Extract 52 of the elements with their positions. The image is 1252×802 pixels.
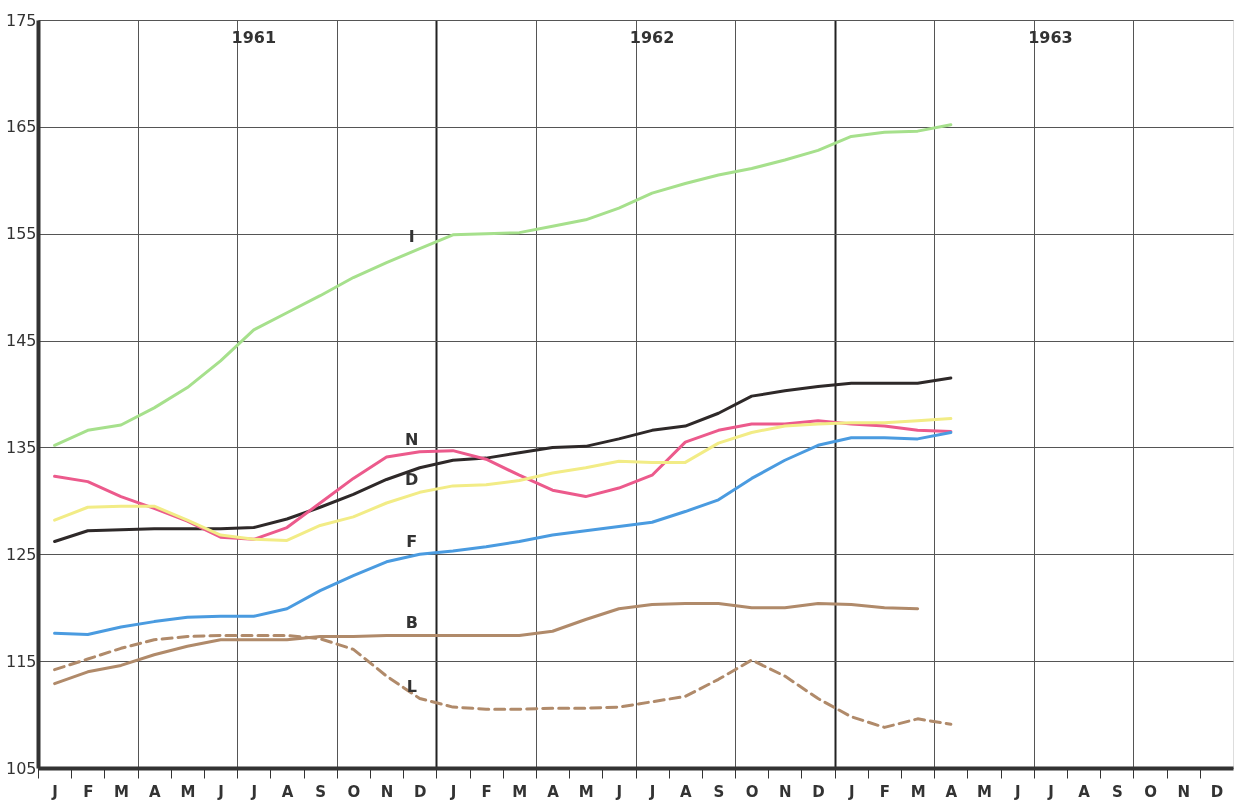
x-tick-label: S <box>315 782 327 801</box>
x-tick-label: A <box>945 782 958 801</box>
x-tick-label: D <box>414 782 427 801</box>
x-tick-label: J <box>615 782 623 801</box>
y-tick-label: 175 <box>5 10 37 30</box>
series-label: N <box>405 429 419 449</box>
x-tick-label: D <box>812 782 825 801</box>
x-tick-label: J <box>51 782 58 801</box>
x-tick-label: N <box>380 782 394 801</box>
y-tick-label: 135 <box>5 437 37 457</box>
line-series <box>53 123 953 447</box>
x-tick-label: A <box>547 782 560 801</box>
y-tick-label: 115 <box>5 651 37 671</box>
x-tick-label: J <box>449 782 457 801</box>
x-tick-label: S <box>713 782 725 801</box>
x-tick-label: A <box>679 782 692 801</box>
y-tick-label: 165 <box>5 117 37 137</box>
y-tick-label: 145 <box>5 331 37 351</box>
x-tick-label: M <box>910 782 926 801</box>
x-tick-label: J <box>1013 782 1021 801</box>
x-tick-label: M <box>977 782 993 801</box>
y-tick-label: 105 <box>5 758 37 778</box>
series-label: L <box>406 676 417 696</box>
x-tick-label: O <box>1144 782 1157 801</box>
x-tick-label: M <box>180 782 196 801</box>
x-tick-label: J <box>250 782 258 801</box>
x-tick-label: N <box>1177 782 1190 801</box>
x-tick-label: M <box>512 782 528 801</box>
x-tick-label: D <box>1210 782 1224 801</box>
x-tick-label: F <box>481 782 492 801</box>
series-label: F <box>406 532 418 552</box>
series-label: D <box>405 470 419 490</box>
x-tick-label: O <box>745 782 759 801</box>
y-tick-label: 155 <box>5 224 37 244</box>
x-tick-label: F <box>83 782 94 801</box>
x-tick-label: M <box>578 782 594 801</box>
line-series <box>53 430 953 636</box>
x-tick-label: S <box>1111 782 1123 801</box>
x-tick-label: N <box>779 782 792 801</box>
x-tick-label: J <box>847 782 855 801</box>
y-tick-label: 125 <box>5 544 37 564</box>
x-tick-label: J <box>648 782 656 801</box>
x-tick-label: F <box>879 782 891 801</box>
x-tick-label: A <box>281 782 294 801</box>
series-label: I <box>408 226 415 246</box>
x-tick-label: A <box>148 782 161 801</box>
series-label: B <box>405 613 418 633</box>
x-tick-label: J <box>217 782 224 801</box>
x-tick-label: J <box>1047 782 1054 801</box>
x-tick-label: M <box>114 782 129 801</box>
x-tick-label: A <box>1078 782 1091 801</box>
x-tick-label: O <box>347 782 361 801</box>
